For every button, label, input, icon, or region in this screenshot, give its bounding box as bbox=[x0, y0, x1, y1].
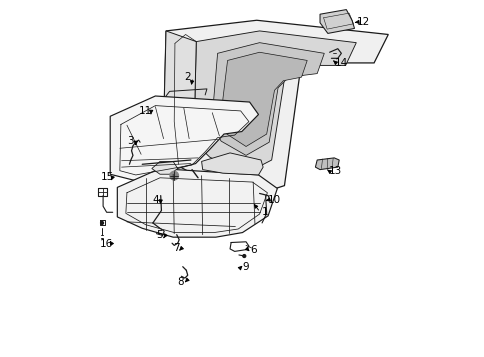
Text: 6: 6 bbox=[249, 245, 256, 255]
Circle shape bbox=[242, 255, 245, 257]
Text: 10: 10 bbox=[267, 195, 281, 205]
Text: 2: 2 bbox=[184, 72, 190, 82]
Text: 16: 16 bbox=[100, 239, 113, 249]
Text: 4: 4 bbox=[152, 195, 158, 205]
Polygon shape bbox=[213, 42, 324, 155]
Text: 3: 3 bbox=[127, 136, 134, 146]
Text: 14: 14 bbox=[334, 58, 347, 68]
Polygon shape bbox=[117, 169, 277, 237]
Text: 1: 1 bbox=[262, 207, 268, 217]
Polygon shape bbox=[110, 96, 258, 180]
Polygon shape bbox=[201, 153, 263, 175]
Polygon shape bbox=[194, 31, 356, 174]
Text: 5: 5 bbox=[156, 230, 163, 240]
Polygon shape bbox=[221, 52, 306, 146]
Text: 12: 12 bbox=[356, 17, 369, 27]
Text: 13: 13 bbox=[328, 166, 341, 176]
Text: 15: 15 bbox=[101, 172, 114, 182]
Text: 9: 9 bbox=[242, 262, 249, 272]
Polygon shape bbox=[163, 20, 388, 198]
Circle shape bbox=[169, 171, 178, 180]
Circle shape bbox=[99, 221, 105, 225]
Polygon shape bbox=[315, 158, 338, 170]
Polygon shape bbox=[319, 10, 354, 34]
Text: 8: 8 bbox=[177, 277, 183, 287]
Text: 7: 7 bbox=[173, 243, 180, 253]
Circle shape bbox=[100, 222, 103, 224]
Polygon shape bbox=[163, 31, 197, 166]
Polygon shape bbox=[151, 161, 178, 174]
Text: 11: 11 bbox=[139, 106, 152, 116]
